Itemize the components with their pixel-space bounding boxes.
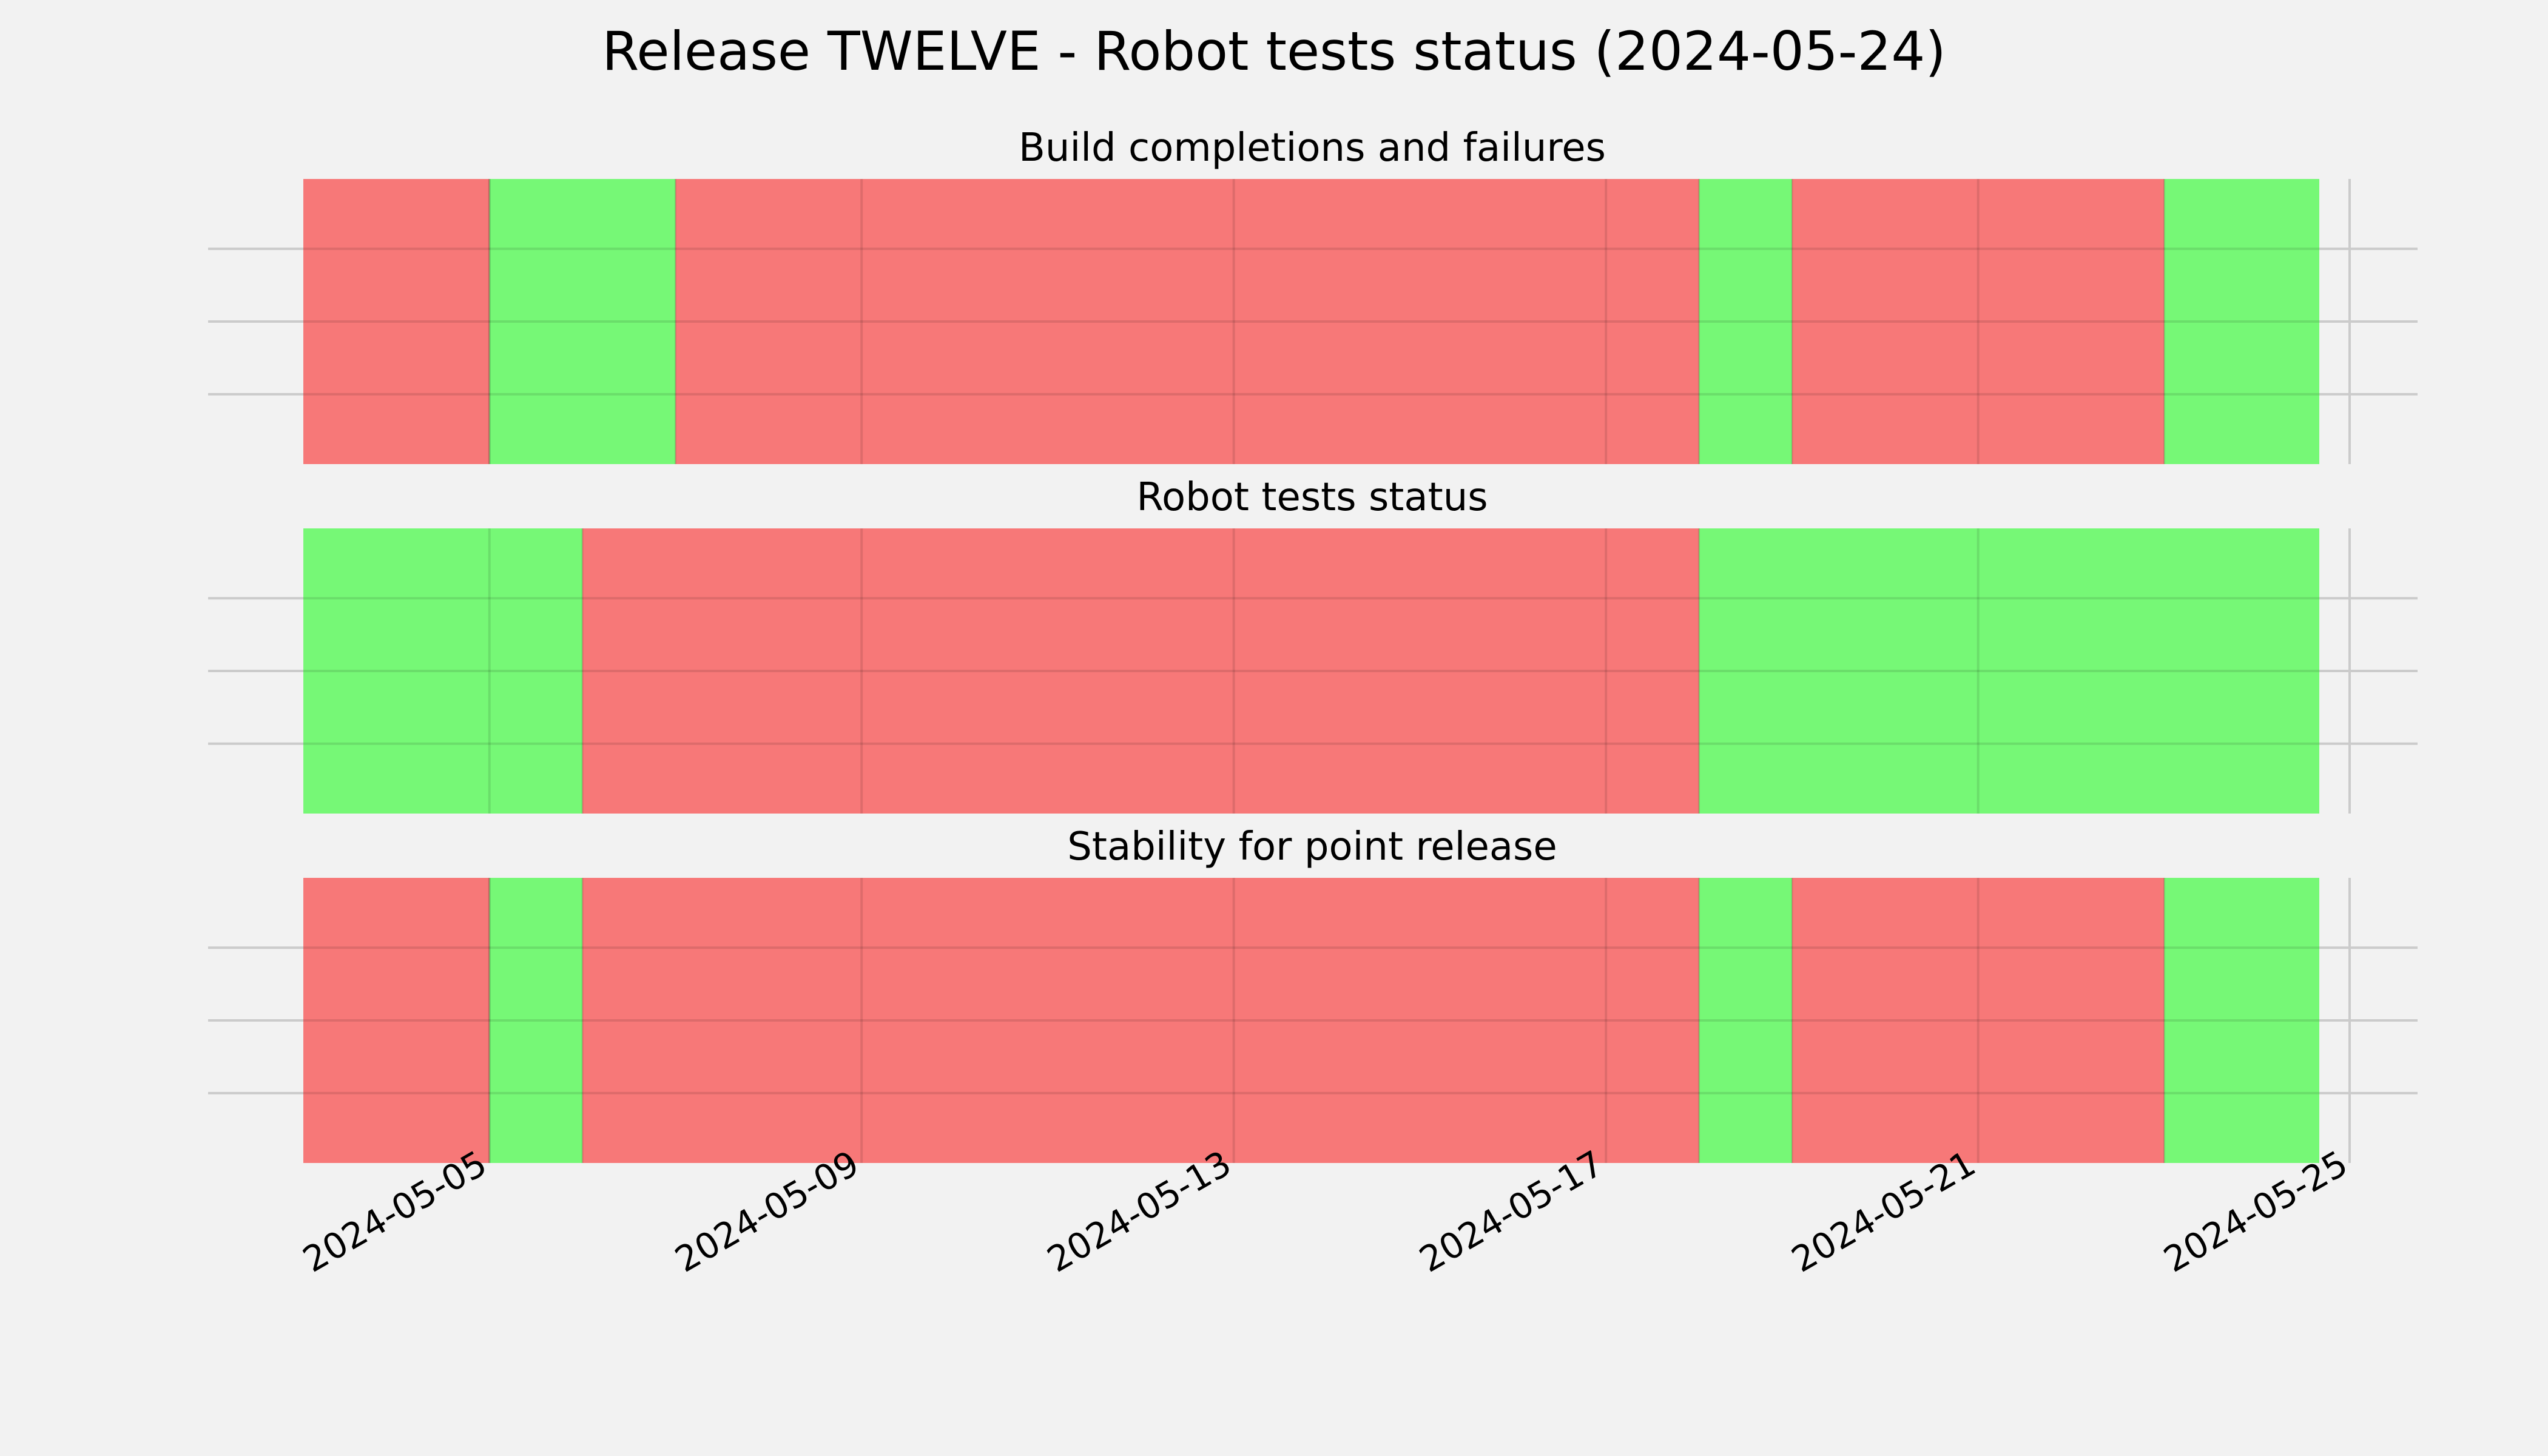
- panel-title: Robot tests status: [1136, 475, 1488, 520]
- segment-fail: [303, 179, 490, 464]
- segment-pass: [1699, 179, 1792, 464]
- segment-fail: [582, 528, 1699, 814]
- segment-pass: [2164, 878, 2319, 1163]
- chart-title: Release TWELVE - Robot tests status (202…: [602, 20, 1946, 83]
- panel-2: Robot tests status: [208, 475, 2418, 814]
- panel-title: Stability for point release: [1067, 824, 1557, 869]
- segment-pass: [1699, 528, 2319, 814]
- panels: Build completions and failures Robot test…: [208, 126, 2418, 1163]
- panel-3: Stability for point release: [208, 824, 2418, 1163]
- panel-1: Build completions and failures: [208, 126, 2418, 464]
- segment-pass: [489, 179, 676, 464]
- panel-title: Build completions and failures: [1019, 126, 1606, 170]
- segment-fail: [1791, 878, 2165, 1163]
- segment-fail: [1791, 179, 2165, 464]
- segment-pass: [1699, 878, 1792, 1163]
- segment-pass: [489, 878, 583, 1163]
- segment-fail: [582, 878, 1699, 1163]
- segment-pass: [2164, 179, 2319, 464]
- segment-fail: [675, 179, 1699, 464]
- segment-pass: [303, 528, 583, 814]
- segment-fail: [303, 878, 490, 1163]
